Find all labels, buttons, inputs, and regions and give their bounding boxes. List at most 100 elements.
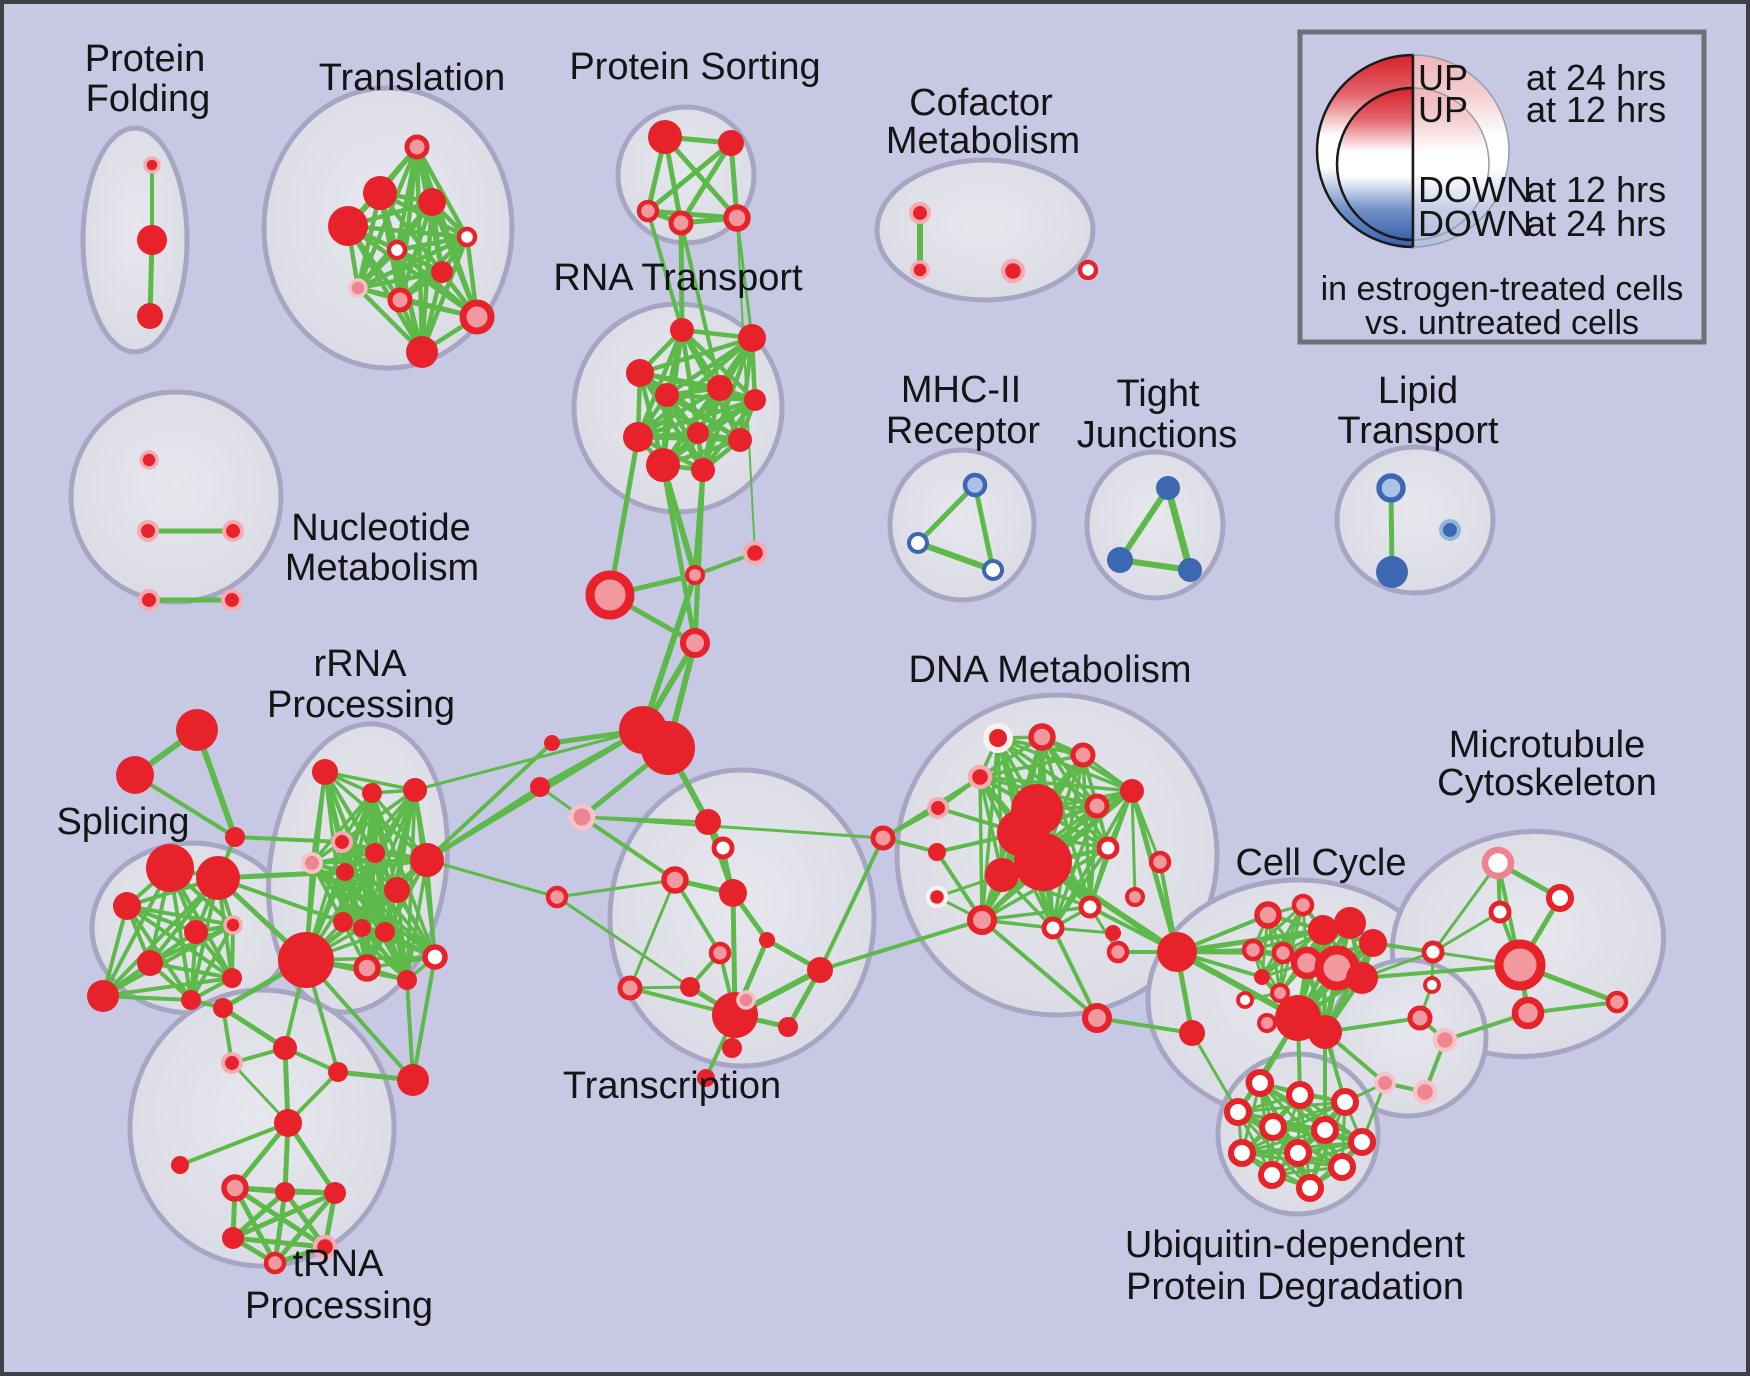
cluster-ellipse-cofactor-metabolism: [874, 157, 1096, 303]
gene-node-dn3: [1070, 742, 1096, 768]
gene-node-ub4: [1223, 1097, 1253, 1127]
gene-node-cc10: [1346, 962, 1378, 994]
gene-node-tx2: [711, 836, 735, 860]
cluster-label-cell-cycle: Cell Cycle: [1235, 842, 1406, 884]
gene-node-tj2: [1107, 547, 1133, 573]
cluster-label-rna-transport: RNA Transport: [553, 257, 803, 299]
network-edge: [635, 385, 723, 440]
legend-time-2: at 12 hrs: [1526, 169, 1666, 210]
network-edge: [345, 223, 425, 355]
network-edge: [101, 876, 220, 998]
gene-node-mt3: [1488, 900, 1512, 924]
gene-node-rr9: [384, 877, 410, 903]
network-edge: [414, 144, 425, 355]
gene-node-dn16: [1125, 887, 1145, 907]
gene-node-dnT3: [1014, 833, 1072, 891]
gene-node-cc5: [1359, 929, 1387, 957]
network-edge: [607, 434, 641, 598]
gene-node-cc13: [1236, 991, 1254, 1009]
gene-node-cc6: [1241, 938, 1265, 962]
network-edge: [555, 878, 677, 899]
gene-node-rr7: [365, 843, 385, 863]
cluster-label-tight-junctions: Tight: [1116, 373, 1200, 415]
cluster-label-lipid-transport: Lipid: [1378, 370, 1458, 412]
gene-node-rr1: [312, 759, 338, 785]
gene-node-dn17: [1148, 850, 1172, 874]
gene-node-rr3: [403, 778, 427, 802]
gene-node-t5: [312, 1234, 338, 1260]
gene-node-mh3: [981, 558, 1005, 582]
gene-node-dn2: [1028, 723, 1056, 751]
network-edge: [413, 728, 645, 792]
gene-node-tx3: [661, 866, 689, 894]
network-edge: [310, 791, 374, 865]
gene-node-pf2: [137, 225, 167, 255]
cluster-ellipse-protein-folding: [80, 125, 190, 355]
network-edge: [980, 918, 1099, 1020]
network-edge: [1360, 963, 1522, 980]
network-edge: [411, 955, 437, 1082]
gene-node-ccH: [1157, 932, 1197, 972]
network-edge: [272, 1189, 288, 1266]
network-edge: [635, 327, 685, 440]
gene-node-h4: [680, 628, 710, 658]
gene-node-cc12: [1270, 983, 1290, 1003]
gene-node-nu4: [137, 588, 161, 612]
cluster-label-translation: Translation: [319, 57, 506, 99]
network-edge: [580, 815, 885, 840]
gene-node-dn7: [1084, 793, 1110, 819]
network-edge: [660, 462, 698, 646]
gene-node-ps4: [668, 210, 694, 236]
gene-node-dn13: [1078, 895, 1102, 919]
gene-node-ps2: [718, 130, 744, 156]
gene-node-lp2: [1376, 556, 1408, 588]
network-edge: [133, 773, 237, 839]
network-edge: [355, 269, 445, 291]
gene-node-c2: [220, 1051, 244, 1075]
gene-node-cc2: [1291, 893, 1315, 917]
cluster-label-trna-processing: tRNA: [293, 1243, 384, 1285]
gene-node-cf3: [1000, 258, 1026, 284]
gene-node-ub12: [1295, 1173, 1325, 1203]
network-edge: [178, 1121, 290, 1167]
network-edge: [660, 397, 758, 468]
network-edge: [148, 961, 234, 980]
network-edge: [419, 234, 470, 355]
gene-node-mt4: [1511, 996, 1545, 1030]
gene-node-sc4: [1432, 1027, 1458, 1053]
gene-node-tr10: [459, 299, 495, 335]
gene-node-rt9: [728, 428, 752, 452]
legend-time-1: at 12 hrs: [1526, 89, 1666, 130]
gene-node-dn9: [985, 858, 1019, 892]
cluster-label-cofactor-metabolism: Metabolism: [886, 120, 1080, 162]
cluster-label-transcription: Transcription: [563, 1065, 781, 1107]
gene-node-st3: [225, 827, 245, 847]
gene-node-cc3: [1308, 915, 1338, 945]
legend-direction-1: UP: [1418, 89, 1468, 130]
network-edge: [395, 888, 409, 982]
network-edge: [341, 851, 377, 924]
gene-node-dn5: [926, 796, 950, 820]
gene-node-tr11: [406, 336, 438, 368]
gene-node-dn14: [1041, 916, 1065, 940]
gene-node-tj3: [1178, 558, 1202, 582]
gene-node-dn18: [1106, 940, 1130, 964]
network-edge: [189, 923, 235, 1002]
gene-node-nu3: [221, 519, 245, 543]
network-edge: [220, 1005, 288, 1051]
network-edge: [394, 234, 470, 253]
gene-node-tx4: [719, 879, 747, 907]
gene-node-mh1: [962, 472, 988, 498]
gene-node-ps5: [723, 204, 751, 232]
gene-node-rt3: [626, 359, 654, 387]
gene-node-tr5: [456, 226, 478, 248]
network-edge: [1051, 753, 1085, 930]
network-edge: [737, 335, 755, 443]
gene-node-sp1: [146, 844, 194, 892]
network-edge: [678, 140, 734, 226]
cluster-label-protein-folding: Protein: [85, 38, 205, 80]
gene-node-cc14: [1257, 1013, 1277, 1033]
cluster-label-mhc-ii-receptor: Receptor: [886, 410, 1041, 452]
legend-footer-line-1: vs. untreated cells: [1365, 304, 1639, 342]
